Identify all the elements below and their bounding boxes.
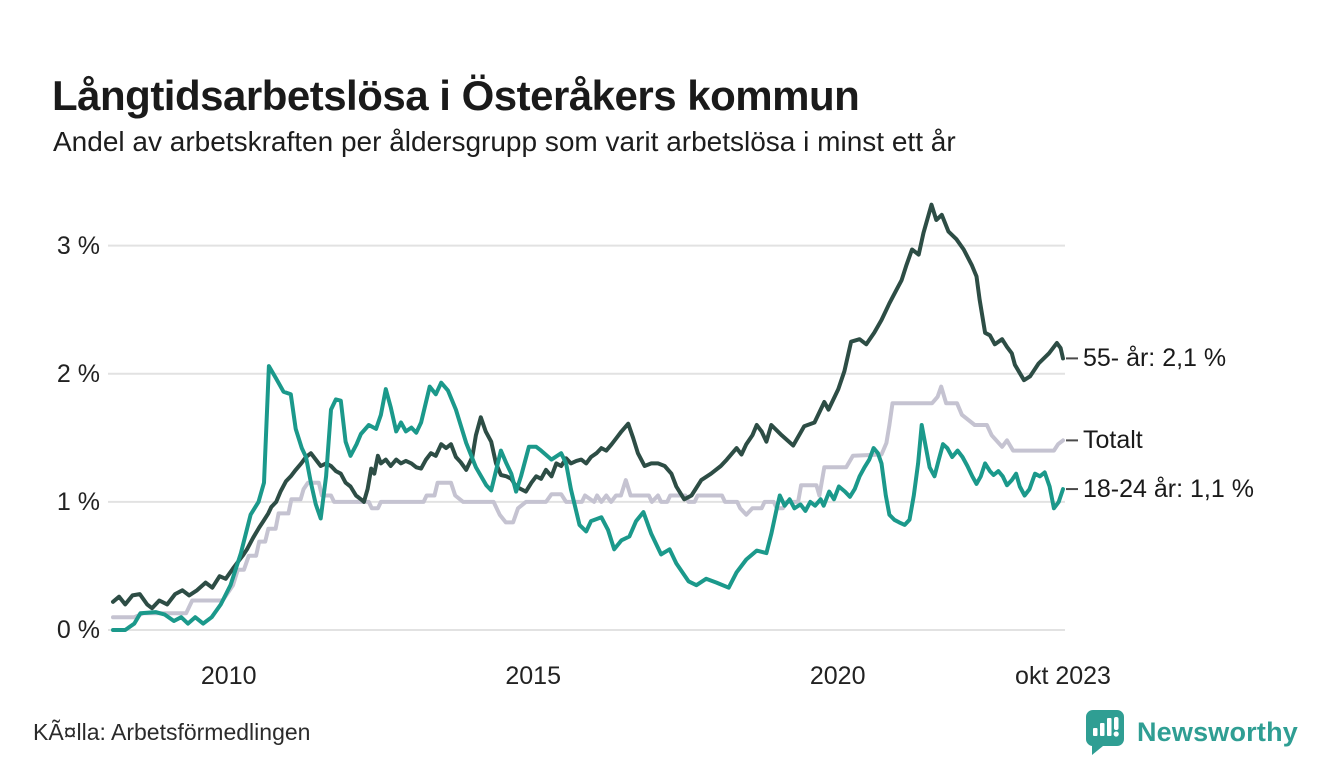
newsworthy-brand: Newsworthy (1084, 708, 1298, 756)
newsworthy-wordmark: Newsworthy (1136, 716, 1298, 747)
x-axis-tick-label: 2020 (809, 662, 866, 690)
series-line-total (111, 384, 1065, 620)
x-axis-tick-label: 2015 (505, 662, 561, 690)
series-end-label-age_55_plus: 55- år: 2,1 % (1083, 344, 1227, 373)
x-axis-tick-label: 2010 (200, 662, 257, 690)
series-line-age_55_plus (111, 202, 1065, 611)
y-axis-tick-label: 0 % (56, 616, 100, 644)
page-subtitle: Andel av arbetskraften per åldersgrupp s… (53, 126, 956, 157)
y-axis-tick-label: 3 % (56, 231, 100, 260)
page-title: Långtidsarbetslösa i Österåkers kommun (52, 72, 860, 120)
y-axis-tick-label: 2 % (56, 359, 100, 388)
x-axis-tick-label: okt 2023 (1015, 662, 1111, 690)
series-line-age_18_24 (111, 364, 1065, 632)
series-end-label-age_18_24: 18-24 år: 1,1 % (1083, 475, 1254, 504)
series-end-label-total: Totalt (1083, 426, 1143, 455)
y-axis-tick-label: 1 % (56, 487, 100, 516)
newsworthy-logo-icon (1085, 710, 1124, 755)
source-note: KÃ¤lla: Arbetsförmedlingen (33, 719, 311, 745)
